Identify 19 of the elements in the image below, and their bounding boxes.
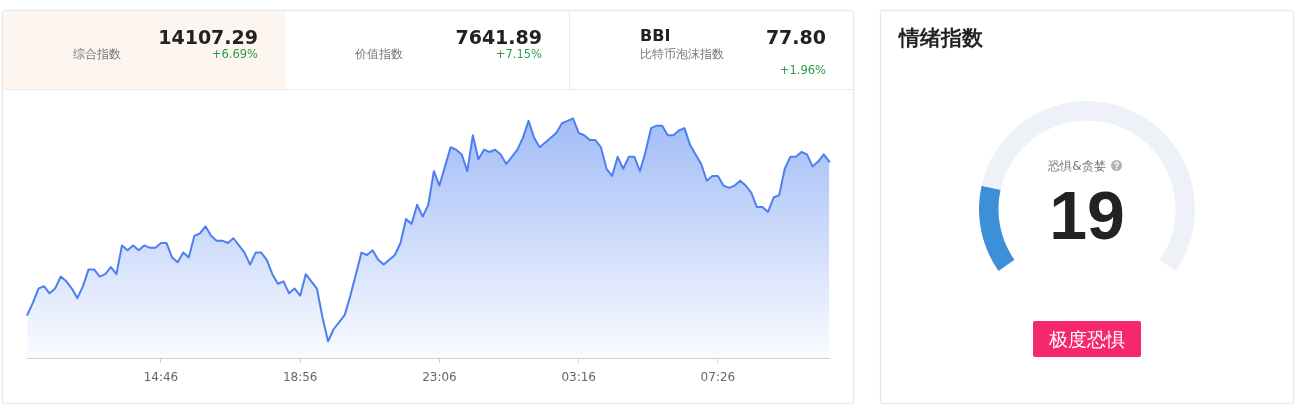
- text: 综合指数: [73, 46, 121, 62]
- x-tick-label: 23:06: [422, 370, 457, 385]
- text: 恐惧&贪婪: [1048, 159, 1106, 173]
- text: +6.69%: [211, 46, 258, 62]
- text: +1.96%: [779, 62, 826, 78]
- x-tick-label: 14:46: [143, 370, 179, 385]
- x-tick-label: 07:26: [700, 370, 736, 385]
- text: 比特币泡沫指数: [640, 46, 724, 62]
- chart-title: 情绪指数: [899, 25, 983, 51]
- text: 77.80: [765, 25, 826, 49]
- text: 19: [1049, 177, 1125, 253]
- text: 价值指数: [355, 46, 403, 62]
- x-tick-label: 18:56: [282, 370, 318, 385]
- text: 7641.89: [455, 25, 542, 49]
- text: BBI: [640, 26, 671, 46]
- text: +7.15%: [495, 46, 542, 62]
- x-tick-label: 03:16: [561, 370, 596, 385]
- text: 14107.29: [158, 25, 258, 49]
- text: 极度恐惧: [1033, 321, 1141, 357]
